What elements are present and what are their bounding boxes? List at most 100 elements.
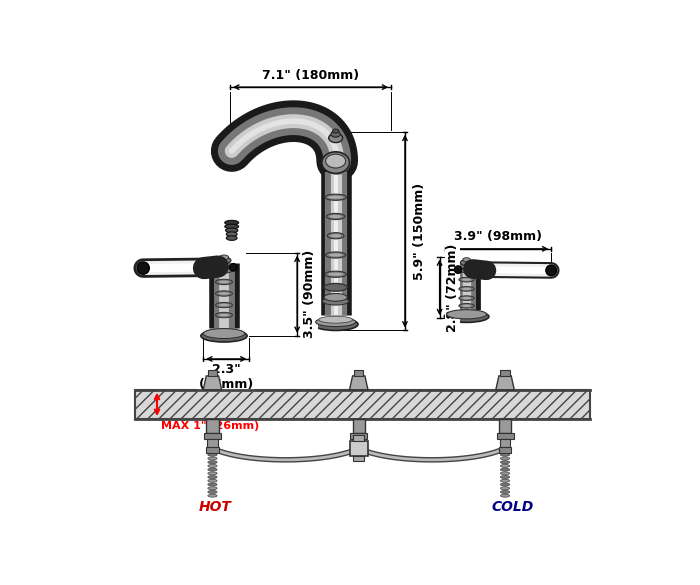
Text: 2.3"
(57mm): 2.3" (57mm) (199, 363, 254, 391)
Ellipse shape (216, 312, 232, 318)
Bar (499, 419, 511, 433)
Bar (499, 447, 511, 453)
Ellipse shape (216, 291, 232, 296)
Ellipse shape (326, 252, 346, 258)
Ellipse shape (316, 318, 356, 326)
Ellipse shape (318, 316, 353, 323)
Ellipse shape (208, 461, 217, 464)
Ellipse shape (459, 304, 475, 308)
Bar (208, 370, 217, 376)
Ellipse shape (462, 288, 471, 290)
Circle shape (546, 265, 556, 276)
Ellipse shape (459, 268, 475, 273)
Ellipse shape (208, 476, 217, 479)
Ellipse shape (208, 457, 217, 460)
Ellipse shape (500, 453, 510, 456)
Bar (354, 435, 364, 441)
Bar (206, 419, 218, 433)
Text: 2.8" (72mm): 2.8" (72mm) (446, 243, 459, 332)
Ellipse shape (500, 457, 510, 460)
Ellipse shape (322, 152, 349, 173)
Ellipse shape (459, 277, 475, 282)
Ellipse shape (459, 296, 475, 301)
Ellipse shape (217, 257, 231, 264)
Ellipse shape (332, 129, 339, 133)
Ellipse shape (331, 131, 340, 137)
Ellipse shape (326, 154, 346, 168)
Ellipse shape (444, 311, 489, 322)
Text: 7.1" (180mm): 7.1" (180mm) (262, 69, 359, 82)
Bar (204, 433, 221, 439)
Bar (207, 439, 218, 447)
Circle shape (454, 266, 462, 273)
Ellipse shape (500, 472, 510, 475)
Ellipse shape (329, 253, 342, 257)
Ellipse shape (208, 479, 217, 482)
Ellipse shape (463, 258, 470, 261)
Ellipse shape (329, 133, 342, 143)
Ellipse shape (225, 224, 239, 229)
Ellipse shape (459, 287, 475, 291)
Text: MAX 1" (26mm): MAX 1" (26mm) (161, 421, 259, 431)
Ellipse shape (330, 234, 341, 238)
Ellipse shape (201, 330, 247, 342)
Ellipse shape (500, 461, 510, 464)
Ellipse shape (208, 468, 217, 471)
Ellipse shape (216, 279, 232, 285)
Text: HOT: HOT (199, 500, 232, 514)
Text: 3.5" (90mm): 3.5" (90mm) (303, 250, 316, 338)
Text: 5.9" (150mm): 5.9" (150mm) (413, 183, 426, 280)
Ellipse shape (500, 468, 510, 471)
Circle shape (137, 262, 149, 274)
Ellipse shape (218, 292, 230, 295)
Ellipse shape (326, 214, 345, 219)
Ellipse shape (208, 472, 217, 475)
Ellipse shape (208, 464, 217, 467)
Ellipse shape (208, 490, 217, 494)
Circle shape (230, 263, 237, 271)
Bar (350, 433, 368, 439)
Ellipse shape (328, 196, 343, 199)
Ellipse shape (208, 483, 217, 486)
Bar (500, 439, 510, 447)
Bar (496, 433, 514, 439)
Bar (354, 439, 364, 447)
Bar (353, 419, 365, 433)
Ellipse shape (324, 294, 347, 301)
Ellipse shape (328, 273, 343, 276)
Bar (354, 456, 364, 462)
Ellipse shape (461, 260, 473, 266)
Ellipse shape (226, 236, 237, 240)
Ellipse shape (216, 302, 232, 308)
Bar (206, 447, 218, 453)
Ellipse shape (325, 194, 346, 200)
Polygon shape (349, 376, 368, 390)
Ellipse shape (330, 215, 342, 218)
Bar (135, 390, 589, 419)
Polygon shape (496, 376, 514, 390)
Ellipse shape (462, 278, 471, 281)
Ellipse shape (500, 494, 510, 497)
Ellipse shape (500, 479, 510, 482)
Bar (500, 370, 510, 376)
Ellipse shape (218, 281, 230, 283)
Text: 3.9" (98mm): 3.9" (98mm) (454, 230, 542, 243)
Ellipse shape (327, 233, 344, 239)
Ellipse shape (216, 268, 232, 273)
Ellipse shape (203, 329, 245, 339)
Ellipse shape (226, 232, 237, 236)
Ellipse shape (325, 271, 346, 277)
Ellipse shape (447, 309, 486, 319)
Ellipse shape (500, 464, 510, 467)
Ellipse shape (225, 221, 239, 225)
Ellipse shape (208, 453, 217, 456)
Ellipse shape (208, 487, 217, 490)
Text: COLD: COLD (491, 500, 533, 514)
Ellipse shape (462, 297, 471, 300)
Polygon shape (203, 376, 222, 390)
Ellipse shape (462, 305, 471, 307)
Ellipse shape (218, 269, 230, 271)
Ellipse shape (225, 228, 238, 233)
Ellipse shape (208, 494, 217, 497)
Ellipse shape (500, 487, 510, 490)
